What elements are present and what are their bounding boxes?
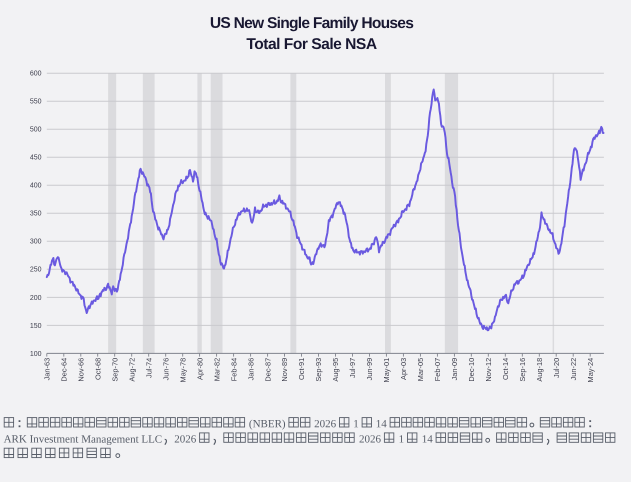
- svg-text:200: 200: [30, 295, 42, 302]
- svg-text:2026: 2026: [311, 418, 339, 430]
- svg-text:Oct-91: Oct-91: [297, 358, 306, 380]
- svg-text:350: 350: [30, 211, 42, 218]
- svg-text:Nov-89: Nov-89: [280, 358, 289, 382]
- svg-text:Mar-82: Mar-82: [212, 358, 221, 381]
- svg-text:Sep-70: Sep-70: [110, 358, 119, 382]
- svg-text:Sep-16: Sep-16: [518, 358, 527, 382]
- svg-text:Oct-68: Oct-68: [93, 358, 102, 380]
- svg-text:Jun-76: Jun-76: [161, 358, 170, 381]
- svg-text:250: 250: [30, 267, 42, 274]
- svg-text:Feb-07: Feb-07: [433, 358, 442, 381]
- svg-text:Jun-22: Jun-22: [569, 358, 578, 381]
- svg-text:May-24: May-24: [586, 358, 595, 383]
- svg-text:Aug-72: Aug-72: [127, 358, 136, 382]
- svg-text:Aug-18: Aug-18: [535, 358, 544, 382]
- svg-text:Dec-10: Dec-10: [467, 358, 476, 382]
- svg-text:500: 500: [30, 127, 42, 134]
- svg-text:Aug-95: Aug-95: [331, 358, 340, 382]
- svg-text:Jun-99: Jun-99: [365, 358, 374, 381]
- svg-text:Dec-87: Dec-87: [263, 358, 272, 382]
- svg-text:Jan-09: Jan-09: [450, 358, 459, 381]
- svg-text:Jul-20: Jul-20: [552, 358, 561, 378]
- svg-text:1: 1: [350, 418, 361, 430]
- svg-text:Feb-84: Feb-84: [229, 358, 238, 381]
- svg-text:450: 450: [30, 155, 42, 162]
- svg-text:May-78: May-78: [178, 358, 187, 383]
- svg-text:Mar-05: Mar-05: [416, 358, 425, 381]
- svg-text:Nov-12: Nov-12: [484, 358, 493, 382]
- svg-text:14: 14: [419, 434, 436, 446]
- svg-text:May-01: May-01: [382, 358, 391, 383]
- svg-text:550: 550: [30, 99, 42, 106]
- svg-text:100: 100: [30, 351, 42, 358]
- svg-text:Jul-74: Jul-74: [144, 358, 153, 378]
- svg-text:Jul-97: Jul-97: [348, 358, 357, 378]
- svg-text:2026: 2026: [174, 434, 199, 446]
- svg-text:Apr-80: Apr-80: [195, 358, 204, 380]
- svg-text:14: 14: [373, 418, 390, 430]
- svg-text:150: 150: [30, 323, 42, 330]
- svg-text:Jan-86: Jan-86: [246, 358, 255, 381]
- svg-text:ARK Investment Management LLC: ARK Investment Management LLC: [4, 434, 163, 446]
- svg-text:2026: 2026: [356, 434, 384, 446]
- svg-text:Apr-03: Apr-03: [399, 358, 408, 380]
- svg-text:(NBER): (NBER): [246, 418, 288, 430]
- svg-text:Jan-63: Jan-63: [43, 358, 52, 381]
- svg-text:600: 600: [30, 71, 42, 78]
- svg-text:1: 1: [396, 434, 407, 446]
- svg-text:Sep-93: Sep-93: [314, 358, 323, 382]
- svg-text:Nov-66: Nov-66: [77, 358, 86, 382]
- svg-text:400: 400: [30, 183, 42, 190]
- svg-text:Dec-64: Dec-64: [60, 358, 69, 382]
- svg-text:300: 300: [30, 239, 42, 246]
- svg-text:Oct-14: Oct-14: [501, 358, 510, 380]
